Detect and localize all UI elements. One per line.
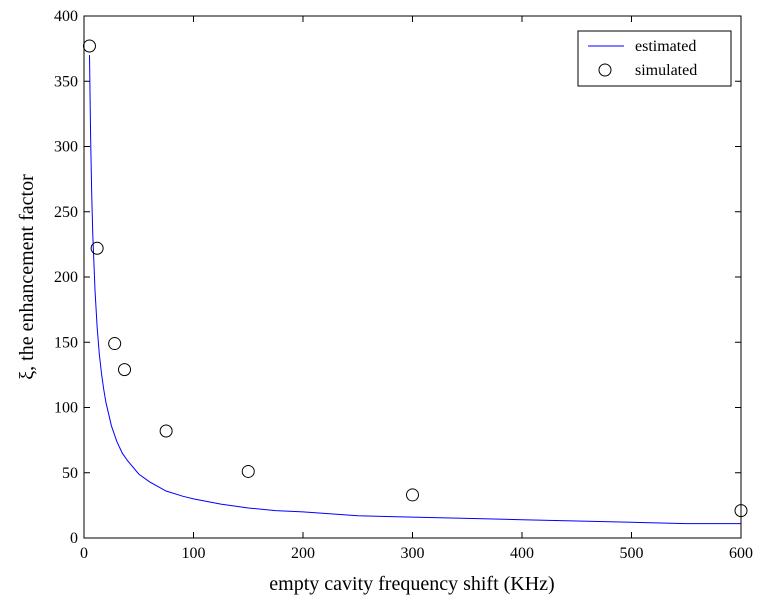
legend-label-simulated: simulated	[635, 62, 697, 79]
y-tick-label: 0	[70, 530, 78, 547]
y-tick-label: 300	[54, 139, 78, 156]
legend-marker-simulated	[598, 63, 612, 77]
data-point-simulated	[118, 363, 132, 377]
y-tick-label: 50	[62, 465, 78, 482]
x-tick-label: 100	[182, 545, 206, 562]
plot-frame	[83, 15, 742, 539]
y-tick-label: 200	[54, 269, 78, 286]
data-point-simulated	[108, 337, 122, 351]
y-tick-label: 400	[54, 8, 78, 25]
x-tick-label: 500	[620, 545, 644, 562]
y-tick-label: 150	[54, 334, 78, 351]
x-tick-label: 200	[291, 545, 315, 562]
series-line-estimated	[89, 55, 741, 525]
y-axis: 0 50 100 150 200 250 300 350 400	[54, 8, 741, 547]
legend-box	[577, 30, 732, 87]
legend: estimated simulated	[577, 30, 732, 87]
data-point-simulated	[241, 464, 255, 478]
data-point-simulated	[406, 488, 419, 502]
y-axis-label: ξ, the enhancement factor	[16, 174, 38, 380]
x-axis: 0 100 200 300 400 500 600	[80, 16, 753, 562]
data-point-simulated	[90, 241, 104, 255]
y-tick-label: 350	[54, 73, 78, 90]
x-tick-label: 400	[510, 545, 534, 562]
y-tick-label: 100	[54, 400, 78, 417]
x-tick-label: 600	[729, 545, 753, 562]
x-tick-label: 0	[80, 545, 88, 562]
data-point-simulated	[82, 39, 96, 53]
x-axis-label: empty cavity frequency shift (KHz)	[269, 573, 554, 595]
legend-label-estimated: estimated	[635, 38, 696, 55]
y-tick-label: 250	[54, 204, 78, 221]
data-point-simulated	[159, 424, 173, 438]
series-layer	[82, 39, 748, 525]
x-tick-label: 300	[401, 545, 425, 562]
